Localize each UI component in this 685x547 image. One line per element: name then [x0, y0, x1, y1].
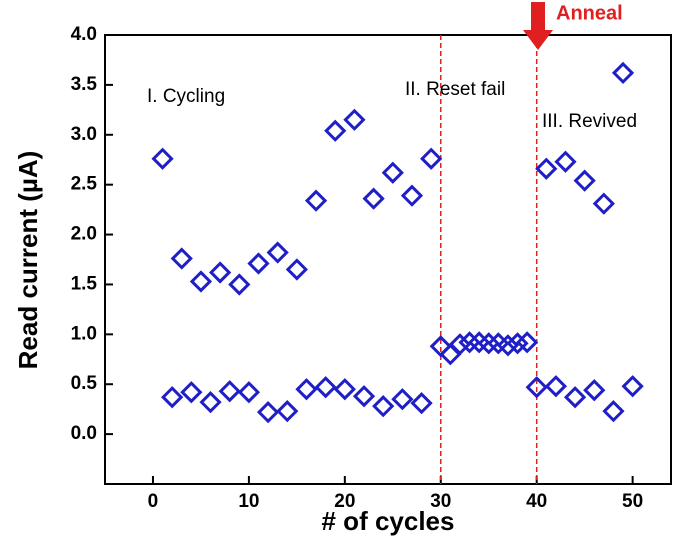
- data-point: [333, 378, 356, 401]
- data-point: [583, 379, 606, 402]
- data-point: [285, 258, 308, 281]
- anneal-arrow: [523, 2, 553, 50]
- y-tick-label: 2.0: [71, 224, 97, 245]
- data-point: [276, 400, 299, 423]
- data-point: [228, 273, 251, 296]
- data-point: [295, 378, 318, 401]
- y-axis-title: Read current (µA): [13, 151, 43, 370]
- data-point: [420, 147, 443, 170]
- data-point: [477, 332, 500, 355]
- data-point: [304, 189, 328, 212]
- data-point: [525, 376, 548, 399]
- data-point: [170, 247, 193, 270]
- y-tick-label: 1.5: [71, 273, 98, 294]
- data-point: [189, 270, 213, 293]
- data-point: [343, 108, 366, 131]
- data-point: [208, 261, 232, 284]
- x-tick-label: 40: [526, 491, 547, 512]
- data-point: [237, 381, 261, 404]
- data-point: [266, 241, 289, 264]
- y-tick-label: 3.0: [71, 124, 97, 145]
- y-tick-label: 1.0: [71, 323, 97, 344]
- y-tick-label: 0.0: [71, 423, 97, 444]
- data-point: [515, 331, 539, 354]
- data-point: [314, 376, 337, 399]
- y-tick-label: 4.0: [71, 24, 97, 45]
- y-tick-label: 2.5: [71, 174, 98, 195]
- data-point: [161, 386, 184, 409]
- x-tick-label: 10: [238, 491, 259, 512]
- x-tick-label: 50: [622, 491, 643, 512]
- data-point: [458, 331, 481, 354]
- y-tick-label: 0.5: [71, 373, 98, 394]
- data-point: [554, 150, 577, 173]
- data-point: [400, 184, 424, 207]
- data-point: [381, 161, 404, 184]
- data-point: [352, 385, 376, 408]
- x-tick-label: 0: [148, 491, 159, 512]
- data-point: [544, 375, 568, 398]
- data-point: [602, 400, 625, 423]
- data-point: [362, 187, 385, 210]
- data-point: [218, 380, 241, 403]
- data-point: [247, 252, 270, 275]
- data-point: [621, 375, 644, 398]
- y-tick-label: 3.5: [71, 74, 98, 95]
- data-point: [611, 61, 635, 85]
- data-point: [180, 381, 203, 404]
- data-point: [448, 333, 472, 356]
- x-tick-label: 20: [334, 491, 355, 512]
- data-point: [199, 391, 222, 414]
- data-point: [592, 192, 615, 215]
- data-point: [563, 386, 587, 409]
- data-point: [410, 392, 433, 415]
- data-point: [391, 388, 414, 411]
- data-point: [151, 147, 174, 170]
- annotation: Anneal: [556, 2, 623, 24]
- data-point: [496, 334, 520, 357]
- data-point: [324, 119, 347, 142]
- data-point: [372, 395, 395, 418]
- plot-frame: [104, 34, 672, 485]
- x-tick-label: 30: [430, 491, 451, 512]
- data-point: [256, 401, 280, 424]
- data-point: [573, 169, 596, 192]
- annotation: II. Reset fail: [405, 79, 505, 100]
- data-point: [506, 332, 529, 355]
- data-point: [535, 157, 558, 180]
- x-axis-title: # of cycles: [322, 506, 455, 536]
- annotation: I. Cycling: [147, 86, 225, 107]
- annotation: III. Revived: [542, 111, 637, 132]
